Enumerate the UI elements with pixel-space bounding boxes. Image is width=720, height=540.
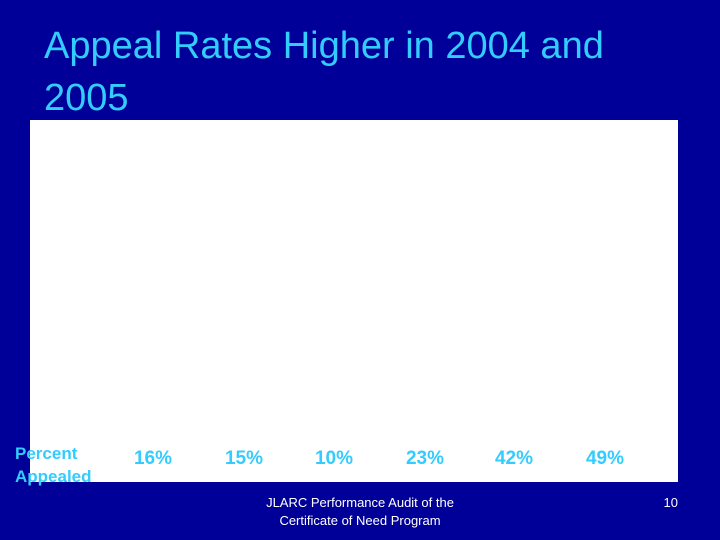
value-cell: 10% (314, 448, 354, 469)
row-label-percent-appealed: Percent Appealed (15, 444, 92, 486)
footer-line-2: Certificate of Need Program (279, 513, 441, 528)
footer-text: JLARC Performance Audit of the Certifica… (220, 494, 500, 530)
chart-panel (30, 120, 678, 482)
footer-line-1: JLARC Performance Audit of the (266, 495, 454, 510)
value-cell: 15% (224, 448, 264, 469)
value-cell: 42% (494, 448, 534, 469)
value-cell: 23% (405, 448, 445, 469)
page-number: 10 (663, 495, 678, 510)
slide-title: Appeal Rates Higher in 2004 and 2005 (44, 25, 604, 119)
value-cell: 49% (585, 448, 625, 469)
value-cell: 16% (133, 448, 173, 469)
